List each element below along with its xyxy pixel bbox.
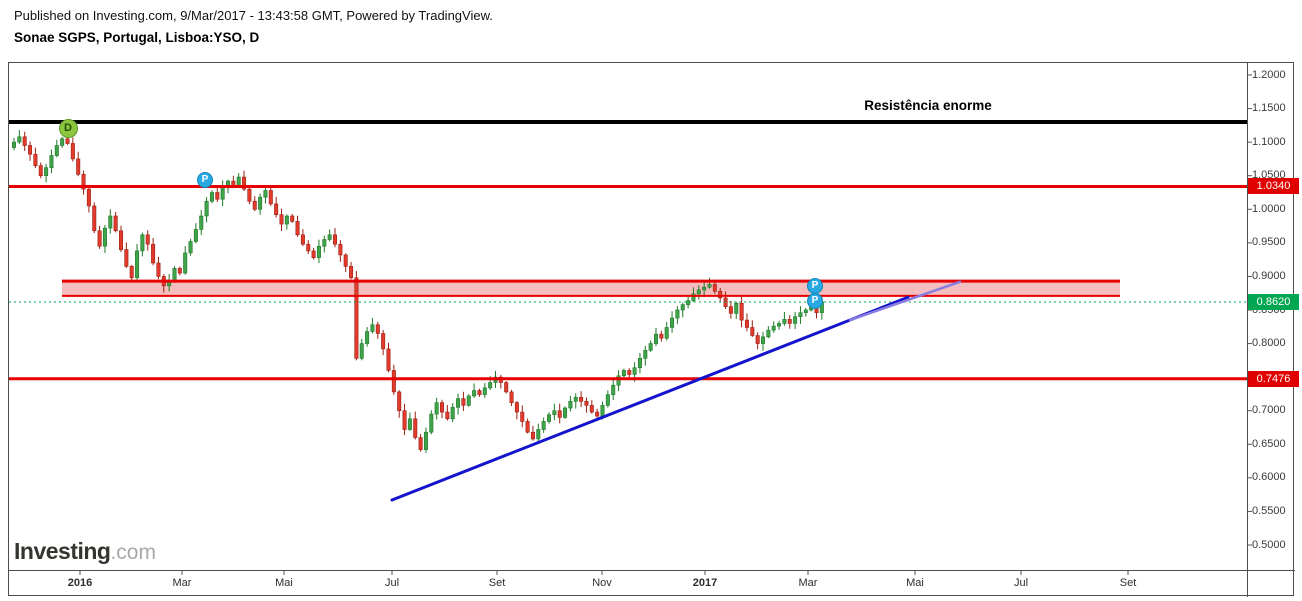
- investing-logo: Investing.com: [14, 538, 156, 565]
- marker-p-1[interactable]: P: [197, 172, 213, 188]
- marker-d-0[interactable]: D: [58, 118, 78, 138]
- uptrend-extension-purple[interactable]: [848, 280, 962, 322]
- uptrend-blue[interactable]: [390, 295, 910, 502]
- resistance-annotation: Resistência enorme: [864, 98, 992, 113]
- marker-p-3[interactable]: P: [807, 293, 823, 309]
- chart-frame: [8, 62, 1294, 596]
- resistance-zone-fill: [62, 281, 1120, 296]
- marker-p-2[interactable]: P: [807, 278, 823, 294]
- symbol-title: Sonae SGPS, Portugal, Lisboa:YSO, D: [14, 30, 260, 45]
- published-line: Published on Investing.com, 9/Mar/2017 -…: [14, 8, 493, 23]
- investing-logo-suffix: .com: [110, 541, 156, 564]
- candlestick-series: [12, 130, 824, 453]
- investing-logo-brand: Investing: [14, 538, 111, 564]
